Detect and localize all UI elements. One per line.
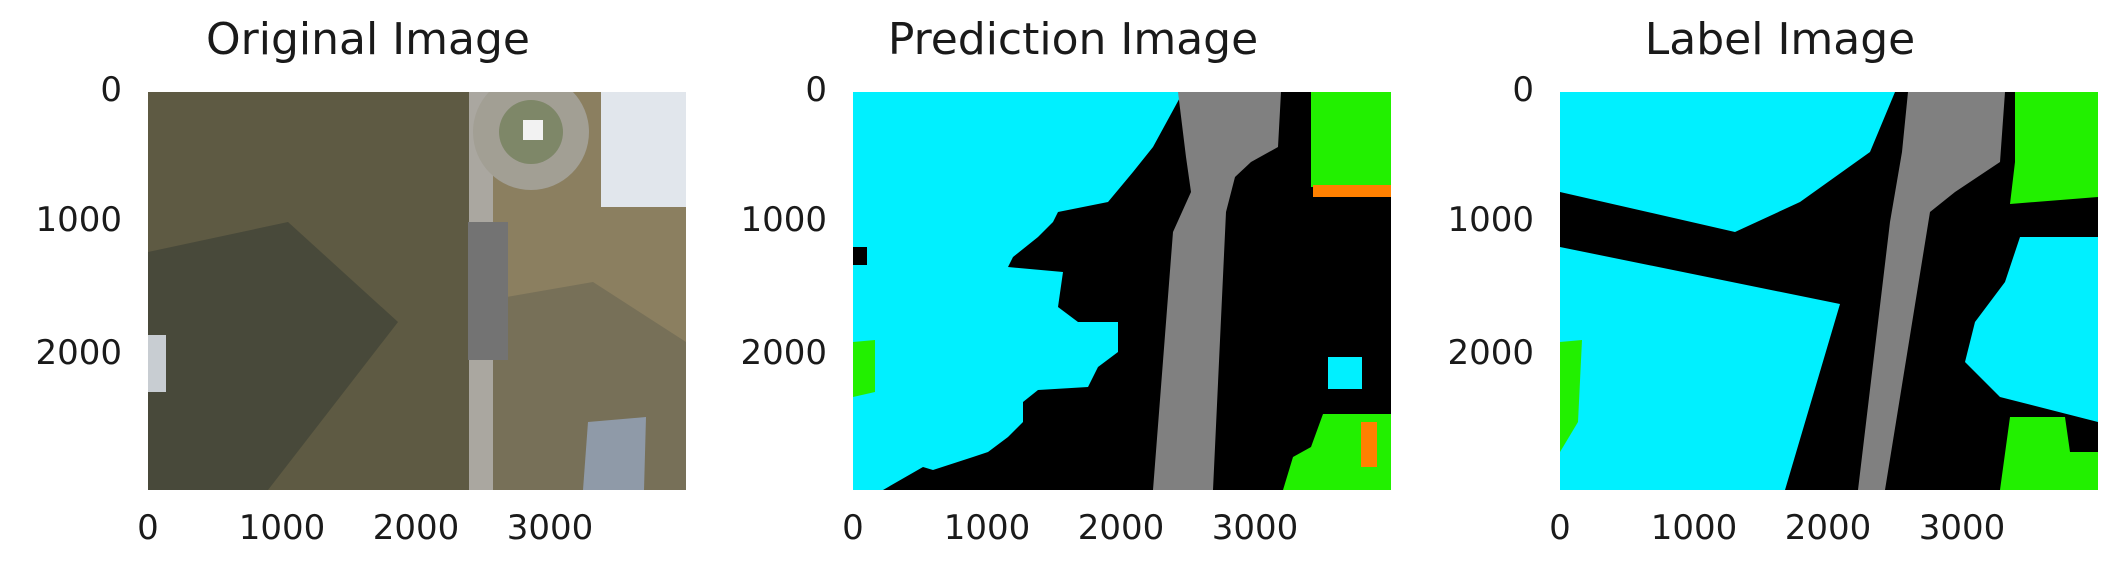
y-tick-1-2000: 2000 [35,333,122,373]
x-tick-3-3000: 3000 [1918,508,2006,548]
x-tick-1-0: 0 [137,508,159,548]
original-image-panel [148,92,686,490]
y-tick-3-0: 0 [1512,70,1534,110]
y-tick-3-2000: 2000 [1447,333,1534,373]
panel-title-original: Original Image [206,14,530,65]
x-tick-1-2000: 2000 [372,508,460,548]
x-tick-2-0: 0 [842,508,864,548]
x-tick-2-2000: 2000 [1077,508,1165,548]
panel-title-prediction: Prediction Image [887,14,1259,65]
prediction-image-panel [853,92,1391,490]
y-tick-2-1000: 1000 [740,200,827,240]
y-tick-1-1000: 1000 [35,200,122,240]
x-tick-3-2000: 2000 [1784,508,1872,548]
x-tick-1-1000: 1000 [238,508,326,548]
panel-title-label: Label Image [1644,14,1916,65]
x-tick-1-3000: 3000 [506,508,594,548]
y-tick-1-0: 0 [100,70,122,110]
label-image-panel [1560,92,2098,490]
y-tick-3-1000: 1000 [1447,200,1534,240]
y-tick-2-0: 0 [805,70,827,110]
x-tick-2-1000: 1000 [943,508,1031,548]
x-tick-3-0: 0 [1549,508,1571,548]
x-tick-2-3000: 3000 [1211,508,1299,548]
y-tick-2-2000: 2000 [740,333,827,373]
x-tick-3-1000: 1000 [1650,508,1738,548]
